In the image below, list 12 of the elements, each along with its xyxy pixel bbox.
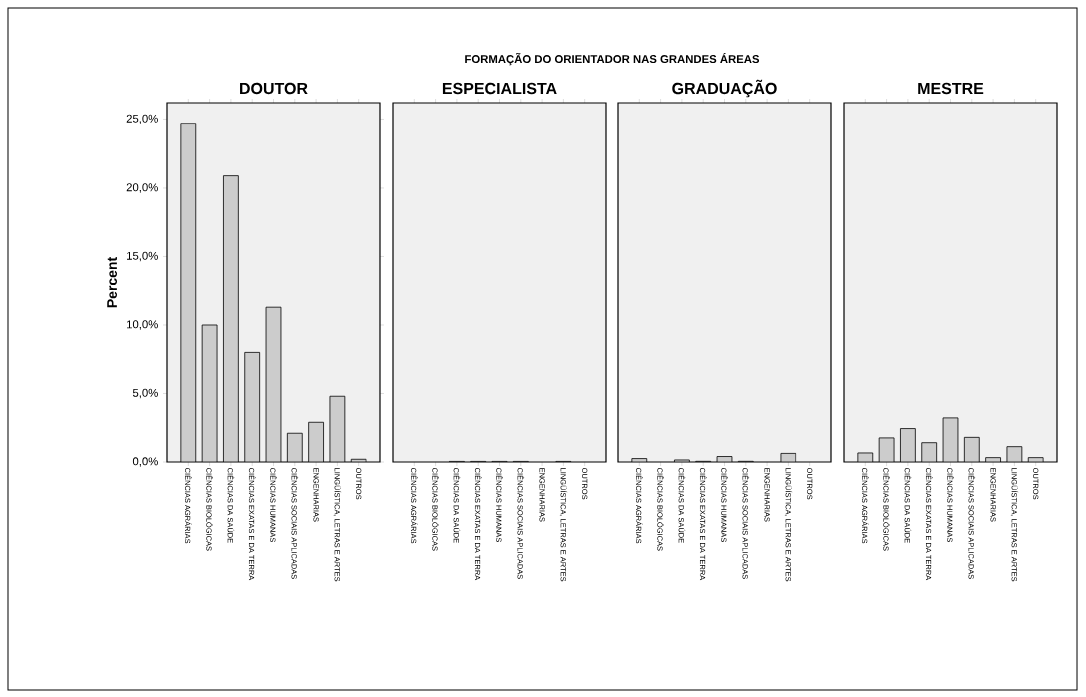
y-tick-label: 25,0% xyxy=(126,114,158,125)
chart-subtitle: GRADUAÇÃO xyxy=(672,79,777,98)
chart-subtitle: ESPECIALISTA xyxy=(442,82,557,95)
chart-subtitle: DOUTOR xyxy=(240,82,308,95)
y-tick-label: 5,0% xyxy=(132,388,158,399)
y-tick-label: 10,0% xyxy=(127,320,158,330)
y-tick-label: 15,0% xyxy=(127,251,158,262)
y-tick-label: 0,0% xyxy=(132,457,158,467)
y-axis-title: Percent xyxy=(107,257,118,308)
chart-subtitle: MESTRE xyxy=(918,82,984,95)
text: FORMAÇÃO DO ORIENTADOR NAS GRANDES ÁREAS xyxy=(465,52,760,66)
y-tick-label: 20,0% xyxy=(126,183,158,193)
